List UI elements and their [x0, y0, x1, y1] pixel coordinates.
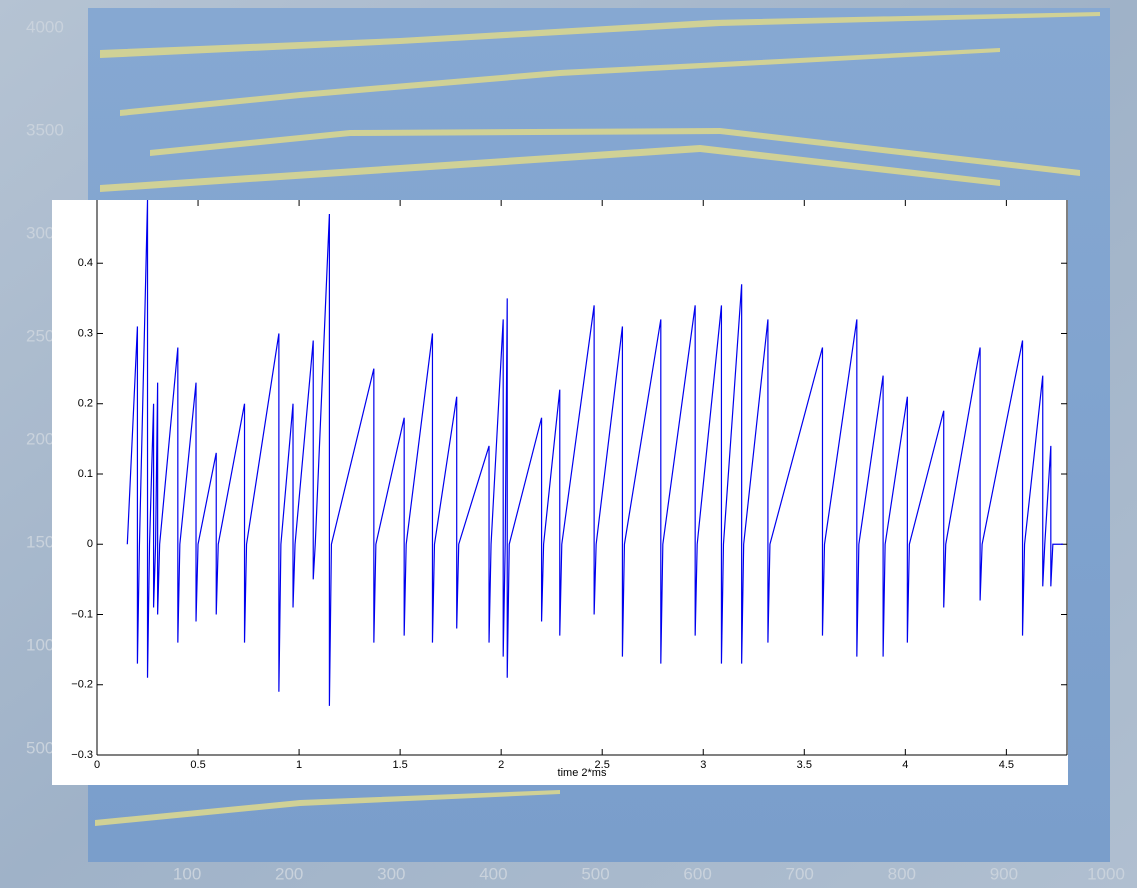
x-tick-label: 200 [275, 864, 303, 883]
x-tick-label: 2 [498, 759, 504, 771]
x-tick-label: 500 [581, 864, 609, 883]
y-tick-label: −0.1 [71, 608, 93, 620]
signal-line [126, 200, 1063, 706]
x-tick-label: 900 [990, 864, 1018, 883]
x-tick-label: 1 [296, 759, 302, 771]
x-tick-label: 600 [683, 864, 711, 883]
y-tick-label: 0.1 [78, 468, 93, 480]
x-tick-label: 2.5 [595, 759, 610, 771]
y-tick-label: 0.3 [78, 327, 93, 339]
y-tick-label: −0.3 [71, 749, 93, 761]
y-tick-label: 3500 [26, 120, 64, 139]
x-tick-label: 300 [377, 864, 405, 883]
y-tick-label: 0.4 [78, 257, 93, 269]
x-tick-label: 700 [786, 864, 814, 883]
x-tick-label: 0 [94, 759, 100, 771]
x-tick-label: 4 [902, 759, 908, 771]
x-tick-label: 3 [700, 759, 706, 771]
x-axis-label: time 2*ms [558, 767, 607, 779]
x-tick-label: 100 [173, 864, 201, 883]
y-tick-label: 0.2 [78, 398, 93, 410]
x-tick-label: 1.5 [392, 759, 407, 771]
x-tick-label: 0.5 [190, 759, 205, 771]
x-tick-label: 400 [479, 864, 507, 883]
y-tick-label: −0.2 [71, 679, 93, 691]
signal-chart: time 2*ms 0 0.5 1 1.5 2 2.5 3 3.5 4 4.5 −0.3 −0.2 −0… [52, 200, 1068, 785]
x-tick-label: 800 [888, 864, 916, 883]
image-streaks [95, 12, 1100, 826]
x-tick-label: 3.5 [797, 759, 812, 771]
y-tick-label: 0 [87, 538, 93, 550]
x-tick-label: 1000 [1087, 864, 1125, 883]
y-tick-label: 500 [26, 738, 54, 757]
y-tick-label: 4000 [26, 17, 64, 36]
x-tick-label: 4.5 [999, 759, 1014, 771]
